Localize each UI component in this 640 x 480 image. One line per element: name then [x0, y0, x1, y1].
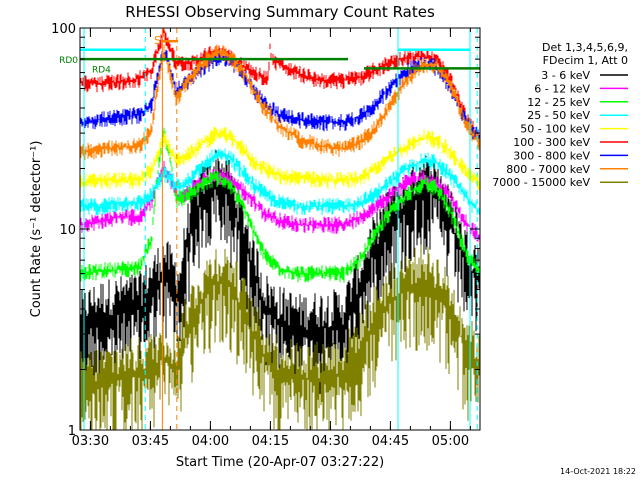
chart-title: RHESSI Observing Summary Count Rates	[125, 3, 435, 21]
axis-layer: 03:30 03:45 04:00 04:15 04:30 04:45 05:00 1 10 10…	[51, 22, 480, 449]
annotation-rd0: RD0	[59, 56, 78, 66]
annotation-s: S	[154, 34, 161, 47]
legend-header-line-1: Det 1,3,4,5,6,9,	[542, 41, 628, 54]
series-8	[80, 244, 480, 430]
legend-label-1: 6 - 12 keV	[534, 82, 590, 95]
x-tick-label-6: 05:00	[432, 434, 469, 449]
annotation-rd4: RD4	[92, 65, 111, 75]
legend-label-2: 12 - 25 keV	[527, 96, 590, 109]
y-tick-label-0: 1	[68, 424, 76, 439]
legend-label-3: 25 - 50 keV	[527, 109, 590, 122]
x-axis-label: Start Time (20-Apr-07 03:27:22)	[176, 455, 384, 470]
footer-date: 14-Oct-2021 18:22	[560, 467, 636, 476]
legend-label-8: 7000 - 15000 keV	[492, 176, 590, 189]
x-tick-label-3: 04:15	[252, 434, 289, 449]
x-tick-label-5: 04:45	[372, 434, 409, 449]
legend: Det 1,3,4,5,6,9, FDecim 1, Att 0 3 - 6 k…	[492, 41, 628, 189]
legend-label-7: 800 - 7000 keV	[506, 163, 590, 176]
x-tick-label-1: 03:45	[132, 434, 169, 449]
series-5	[80, 28, 480, 142]
legend-label-4: 50 - 100 keV	[520, 123, 590, 136]
legend-label-5: 100 - 300 keV	[513, 136, 590, 149]
legend-label-6: 300 - 800 keV	[513, 149, 590, 162]
legend-label-0: 3 - 6 keV	[541, 69, 590, 82]
legend-header-line-2: FDecim 1, Att 0	[543, 54, 628, 67]
x-tick-label-0: 03:30	[72, 434, 109, 449]
x-tick-label-4: 04:30	[312, 434, 349, 449]
x-tick-label-2: 04:00	[192, 434, 229, 449]
series-3	[80, 148, 480, 216]
series-2	[80, 127, 480, 283]
y-tick-label-2: 100	[51, 22, 76, 37]
series-layer	[80, 28, 480, 430]
y-axis-label: Count Rate (s⁻¹ detector⁻¹)	[29, 141, 44, 318]
series-4	[80, 126, 480, 191]
y-tick-label-1: 10	[59, 223, 76, 238]
